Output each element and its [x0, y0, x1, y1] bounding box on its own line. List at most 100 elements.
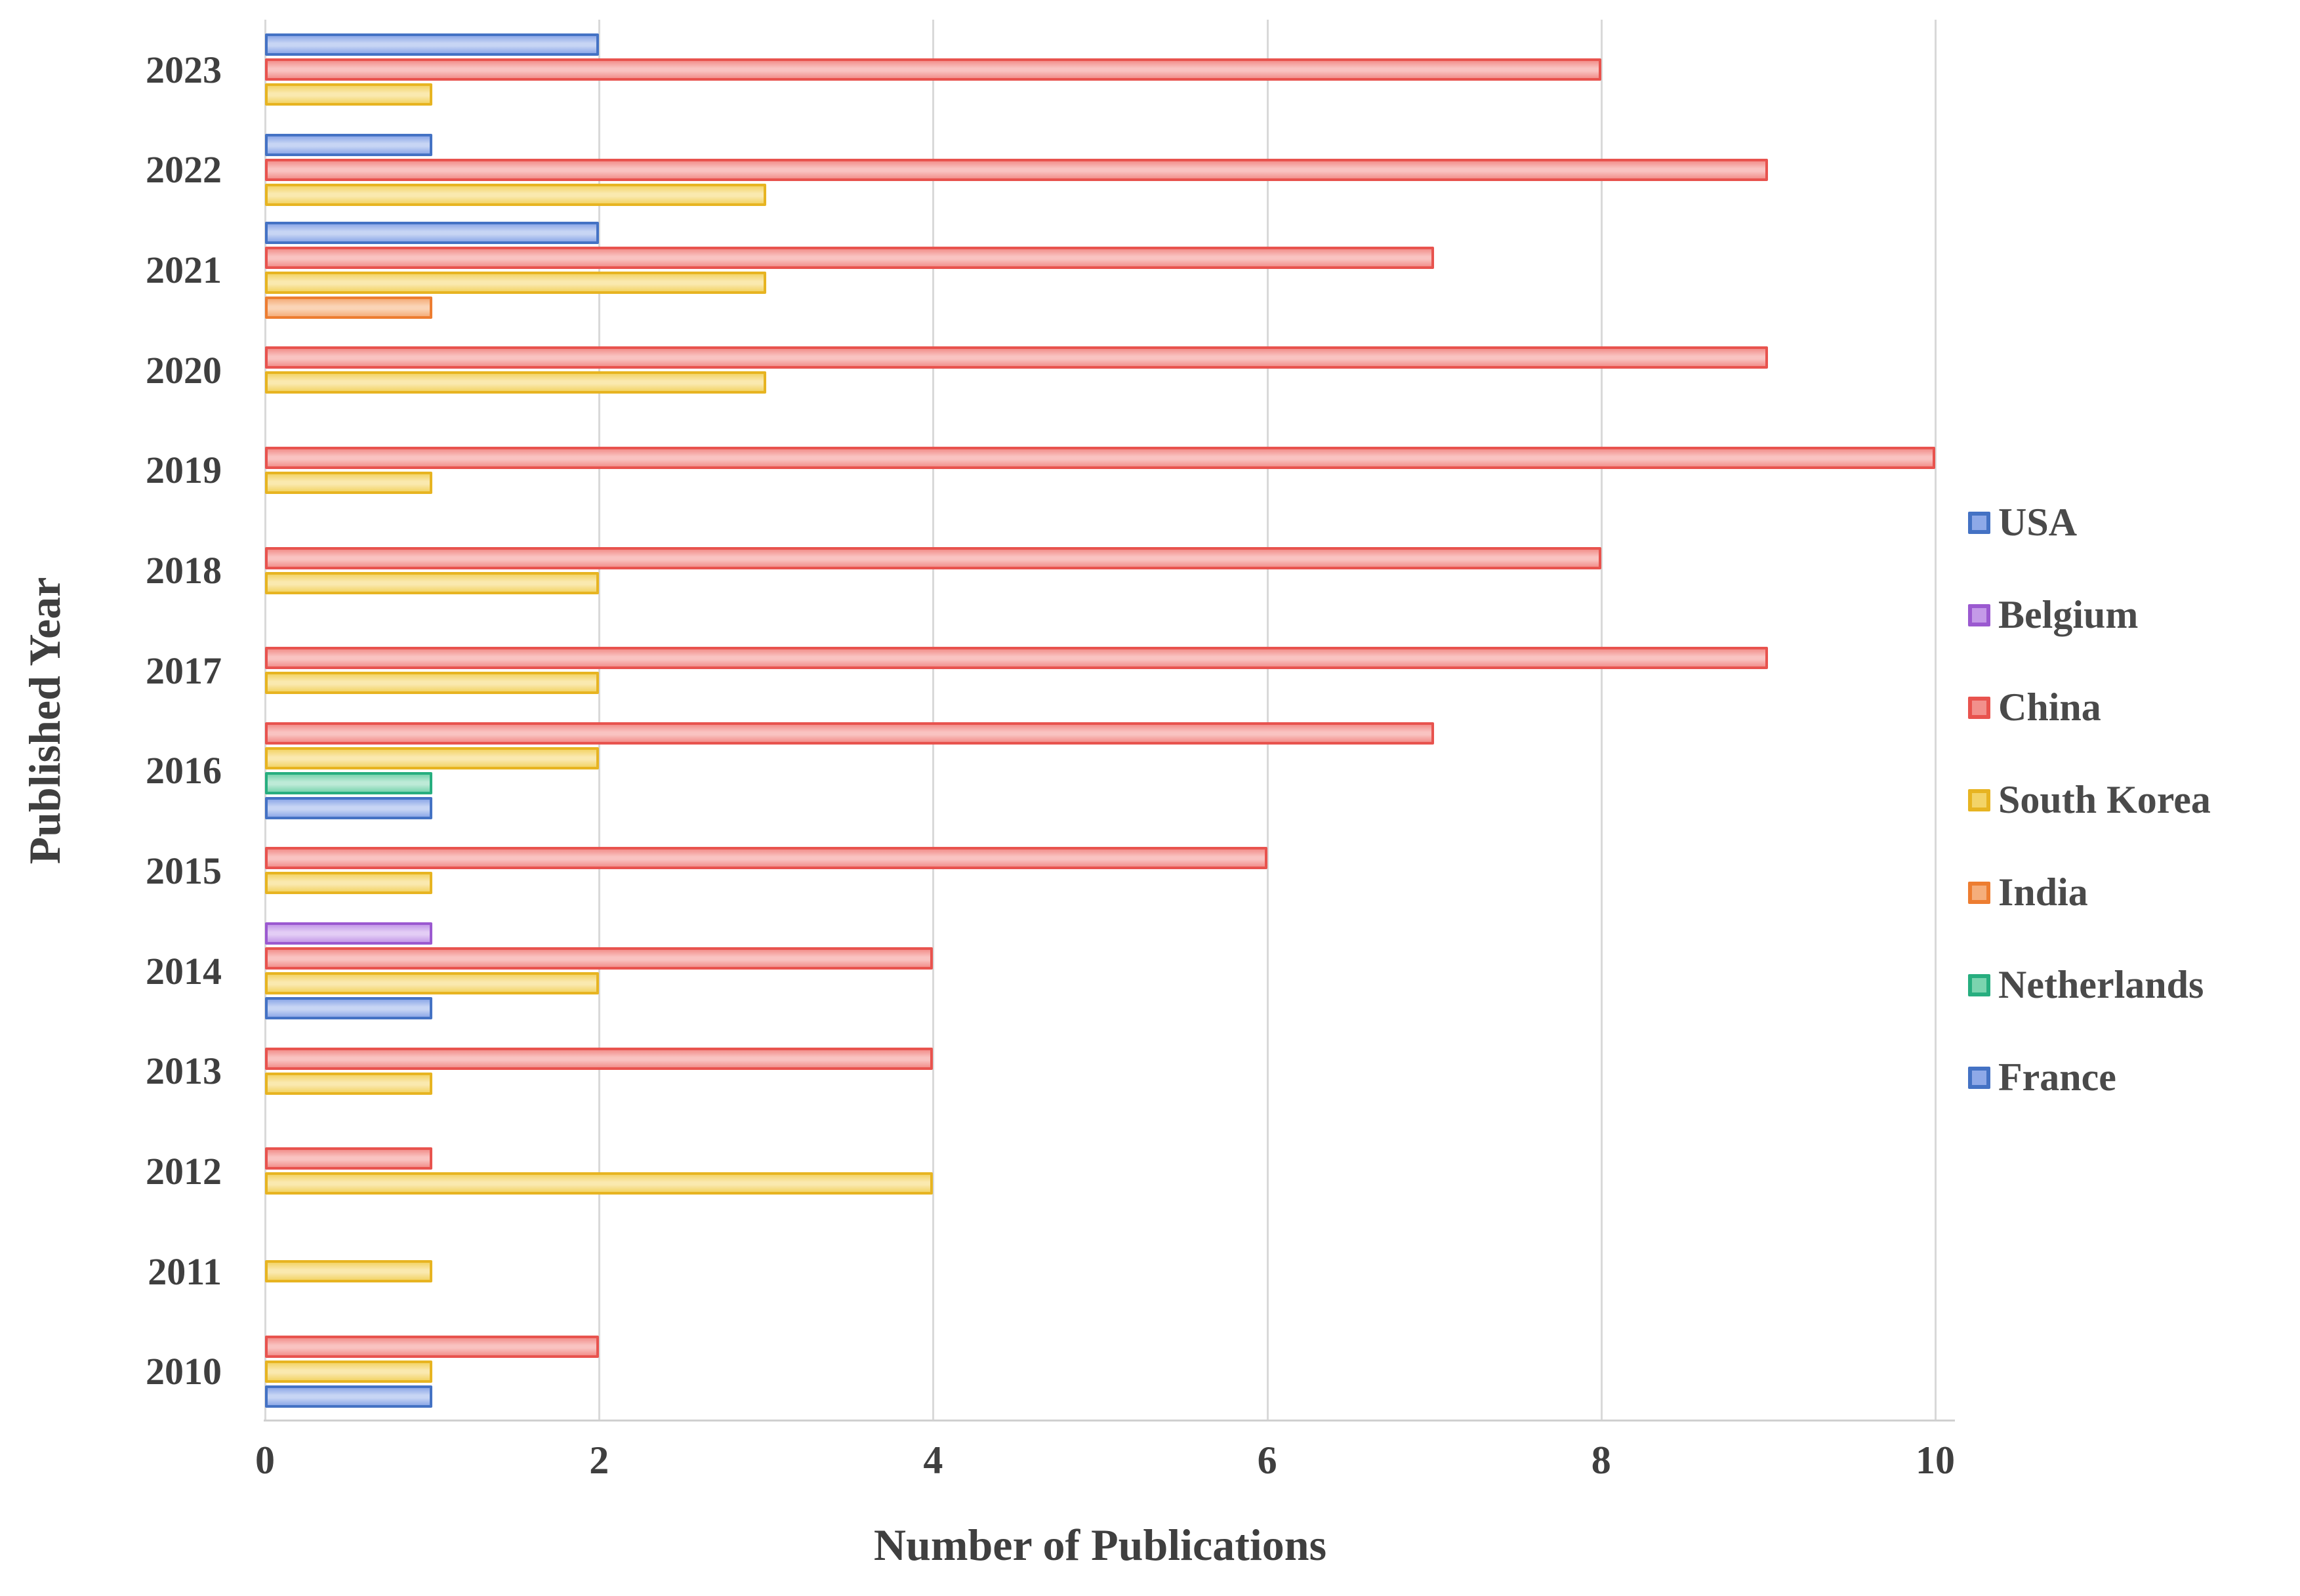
y-tick-label-2012: 2012 [146, 1149, 222, 1193]
bar-2013-china [265, 1047, 934, 1070]
legend-item-india: India [1968, 870, 2211, 915]
bar-2016-south-korea [265, 747, 600, 769]
year-group-2019 [265, 420, 1935, 521]
bar-2018-south-korea [265, 571, 600, 594]
x-axis-title: Number of Publications [873, 1520, 1327, 1570]
x-tick-label-4: 4 [923, 1439, 943, 1482]
y-tick-label-2023: 2023 [146, 48, 222, 91]
bar-2020-china [265, 346, 1769, 369]
year-group-2017 [265, 621, 1935, 721]
bar-2018-china [265, 546, 1601, 569]
year-group-2022 [265, 120, 1935, 220]
bar-2022-usa [265, 133, 432, 156]
gridline-10 [1935, 20, 1937, 1422]
gridline-8 [1600, 20, 1603, 1422]
bar-2021-usa [265, 221, 600, 244]
bar-2016-france [265, 796, 432, 819]
legend-swatch-icon [1968, 1066, 1990, 1089]
year-group-2016 [265, 720, 1935, 821]
year-group-2015 [265, 821, 1935, 921]
legend-swatch-icon [1968, 511, 1990, 534]
x-tick-label-8: 8 [1591, 1439, 1611, 1482]
bar-2014-china [265, 947, 934, 970]
bar-2012-south-korea [265, 1172, 934, 1195]
x-tick-label-2: 2 [589, 1439, 609, 1482]
y-tick-label-2020: 2020 [146, 348, 222, 392]
legend-swatch-icon [1968, 973, 1990, 996]
legend-label: India [1998, 870, 2088, 914]
bar-2021-india [265, 296, 432, 319]
bar-2010-china [265, 1335, 600, 1358]
x-tick-label-6: 6 [1257, 1439, 1277, 1482]
legend-label: Belgium [1998, 593, 2139, 636]
legend-swatch-icon [1968, 604, 1990, 626]
bar-2016-china [265, 722, 1435, 745]
legend-label: South Korea [1998, 778, 2211, 821]
x-tick-label-0: 0 [255, 1439, 275, 1482]
y-tick-label-2017: 2017 [146, 649, 222, 692]
y-tick-label-2015: 2015 [146, 849, 222, 892]
y-tick-label-2019: 2019 [146, 449, 222, 492]
bar-2022-china [265, 158, 1769, 181]
x-axis-line [264, 1420, 1955, 1422]
bar-2019-china [265, 446, 1935, 469]
bar-2016-netherlands [265, 771, 432, 794]
bar-2011-south-korea [265, 1260, 432, 1282]
y-tick-label-2014: 2014 [146, 949, 222, 992]
bar-2022-south-korea [265, 183, 766, 206]
bar-2010-south-korea [265, 1360, 432, 1383]
y-tick-label-2021: 2021 [146, 249, 222, 292]
year-group-2023 [265, 20, 1935, 120]
bar-2017-south-korea [265, 672, 600, 695]
year-group-2020 [265, 320, 1935, 420]
bar-2012-china [265, 1147, 432, 1170]
gridline-2 [598, 20, 601, 1422]
bar-2021-south-korea [265, 271, 766, 294]
legend-label: USA [1998, 501, 2078, 544]
year-group-2013 [265, 1021, 1935, 1121]
y-tick-label-2016: 2016 [146, 749, 222, 792]
year-group-2012 [265, 1121, 1935, 1221]
y-tick-label-2022: 2022 [146, 148, 222, 192]
y-tick-label-2011: 2011 [148, 1250, 222, 1293]
bar-2014-france [265, 997, 432, 1020]
legend-swatch-icon [1968, 788, 1990, 811]
y-tick-label-2013: 2013 [146, 1050, 222, 1093]
bar-2014-belgium [265, 922, 432, 945]
year-group-2011 [265, 1221, 1935, 1322]
legend-swatch-icon [1968, 696, 1990, 719]
bar-2015-china [265, 847, 1267, 870]
year-group-2018 [265, 520, 1935, 621]
bar-rows [265, 20, 1935, 1422]
year-group-2014 [265, 921, 1935, 1021]
bar-2010-france [265, 1385, 432, 1408]
legend: USA Belgium China South Korea India Netherlan… [1968, 500, 2211, 1100]
legend-label: France [1998, 1055, 2116, 1099]
legend-item-france: France [1968, 1055, 2211, 1100]
gridlines [264, 20, 1937, 1422]
bar-2023-south-korea [265, 83, 432, 106]
year-group-2010 [265, 1321, 1935, 1422]
x-tick-label-10: 10 [1916, 1439, 1955, 1482]
year-group-2021 [265, 220, 1935, 320]
bar-2014-south-korea [265, 972, 600, 995]
y-tick-label-2010: 2010 [146, 1350, 222, 1393]
bar-2023-usa [265, 33, 600, 56]
bar-2019-south-korea [265, 471, 432, 494]
gridline-6 [1266, 20, 1269, 1422]
legend-label: China [1998, 685, 2101, 729]
bar-2017-china [265, 647, 1769, 670]
legend-item-south-korea: South Korea [1968, 777, 2211, 823]
bar-2020-south-korea [265, 371, 766, 394]
legend-item-china: China [1968, 685, 2211, 730]
bar-2013-south-korea [265, 1072, 432, 1095]
legend-item-belgium: Belgium [1968, 592, 2211, 638]
bar-2023-china [265, 58, 1601, 81]
gridline-0 [264, 20, 266, 1422]
plot-area [264, 20, 1955, 1422]
legend-item-netherlands: Netherlands [1968, 962, 2211, 1008]
legend-item-usa: USA [1968, 500, 2211, 545]
gridline-4 [932, 20, 935, 1422]
legend-swatch-icon [1968, 881, 1990, 904]
